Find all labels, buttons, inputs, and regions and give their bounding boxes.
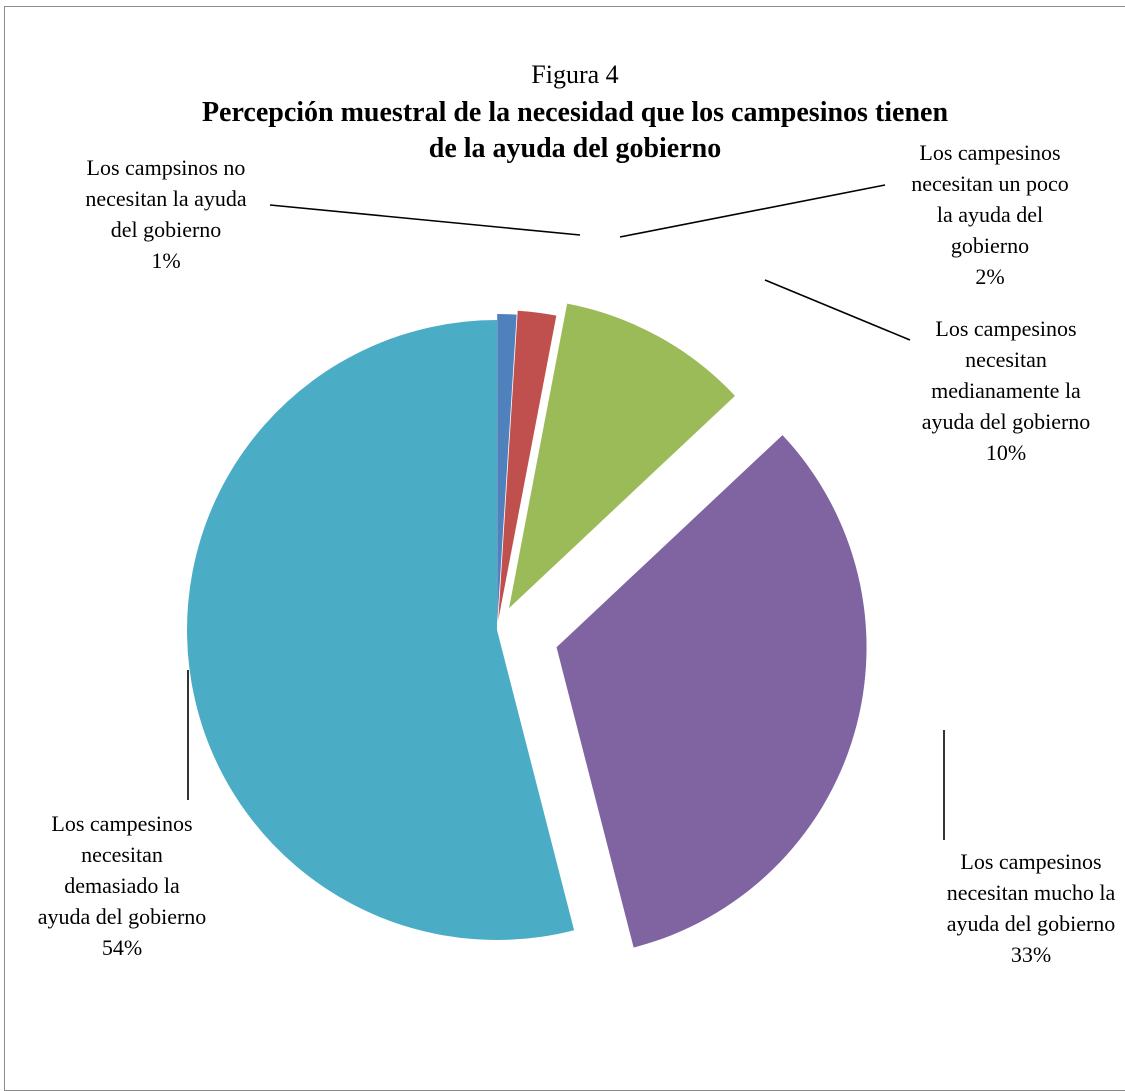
figure-label: Figura 4 <box>531 60 618 89</box>
slice-label-2-line-3: la ayuda del <box>937 202 1043 227</box>
leader-line-3 <box>764 279 911 341</box>
slice-label-3-line-1: Los campesinos <box>935 316 1076 341</box>
slice-label-3-line-4: ayuda del gobierno <box>922 409 1091 434</box>
slice-label-5-line-1: Los campesinos <box>51 811 192 836</box>
slice-label-4-line-1: Los campesinos <box>960 849 1101 874</box>
slice-label-4-line-4: 33% <box>1011 942 1051 967</box>
slice-labels: Los campsinos no necesitan la ayuda del go… <box>38 140 1116 967</box>
slice-label-2: Los campesinos necesitan un poco la ayuda … <box>911 140 1069 289</box>
slice-label-4-line-2: necesitan mucho la <box>947 880 1116 905</box>
slice-label-5: Los campesinos necesitan demasiado la ayuda… <box>38 811 207 960</box>
slice-label-4: Los campesinos necesitan mucho la ayuda de… <box>947 849 1116 967</box>
slice-label-4-line-3: ayuda del gobierno <box>947 911 1116 936</box>
slice-label-3-line-2: necesitan <box>965 347 1047 372</box>
slice-label-2-line-5: 2% <box>975 264 1004 289</box>
chart-title-line-2: de la ayuda del gobierno <box>429 133 721 164</box>
slice-label-1-line-1: Los campsinos no <box>87 155 246 180</box>
pie-slice-5 <box>186 320 575 941</box>
pie-slice-1 <box>497 314 517 625</box>
slice-label-5-line-5: 54% <box>102 935 142 960</box>
slice-label-1-line-2: necesitan la ayuda <box>85 186 246 211</box>
pie-slice-4 <box>556 435 867 948</box>
slice-label-3-line-5: 10% <box>986 440 1026 465</box>
pie-slice-2 <box>498 310 557 621</box>
slice-label-2-line-1: Los campesinos <box>919 140 1060 165</box>
slice-label-2-line-2: necesitan un poco <box>911 171 1069 196</box>
slice-label-5-line-4: ayuda del gobierno <box>38 904 207 929</box>
slice-label-2-line-4: gobierno <box>951 233 1029 258</box>
pie-slice-3 <box>509 303 736 609</box>
slice-label-3: Los campesinos necesitan medianamente la ay… <box>922 316 1091 465</box>
slice-label-5-line-2: necesitan <box>81 842 163 867</box>
slice-label-1-line-3: del gobierno <box>111 217 222 242</box>
slice-label-1: Los campsinos no necesitan la ayuda del go… <box>85 155 246 273</box>
slice-label-1-line-4: 1% <box>151 248 180 273</box>
leader-line-2 <box>619 184 886 238</box>
chart-title-line-1: Percepción muestral de la necesidad que … <box>202 97 949 128</box>
slice-label-3-line-3: medianamente la <box>931 378 1081 403</box>
leader-line-1 <box>269 204 581 236</box>
leader-lines <box>187 184 945 840</box>
pie-slices <box>186 303 867 948</box>
slice-label-5-line-3: demasiado la <box>64 873 180 898</box>
